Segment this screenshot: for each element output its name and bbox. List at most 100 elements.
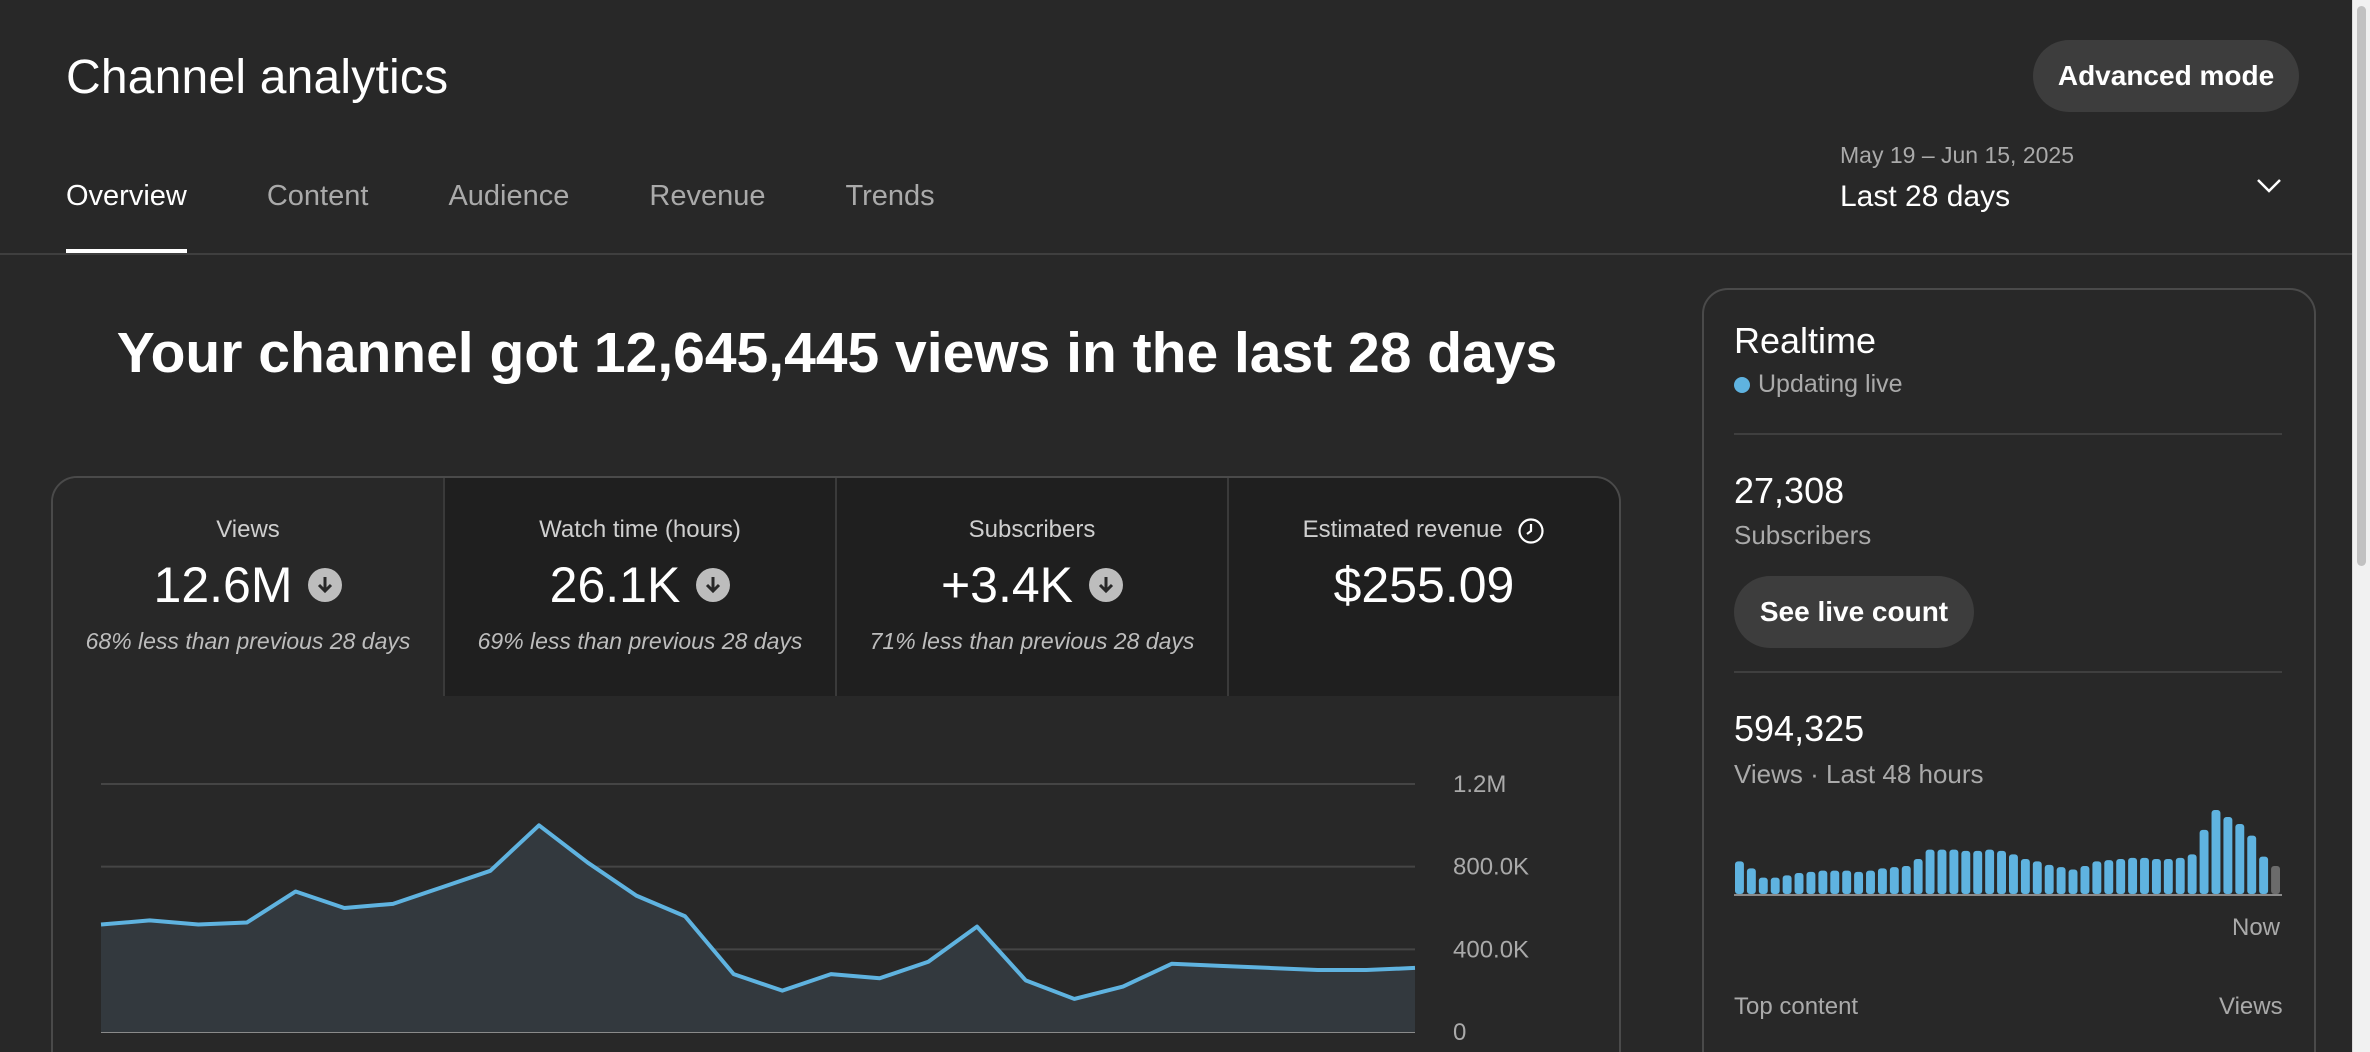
views-column-label: Views xyxy=(2219,993,2283,1020)
realtime-bar[interactable] xyxy=(2247,835,2257,894)
metric-comparison: 71% less than previous 28 days xyxy=(869,628,1195,654)
realtime-bar[interactable] xyxy=(2080,866,2090,894)
realtime-bar[interactable] xyxy=(1866,870,1875,894)
metrics-card: Views 12.6M 68% less than previous 28 da… xyxy=(51,476,1621,1052)
realtime-title: Realtime xyxy=(1734,320,1877,361)
metric-comparison: 69% less than previous 28 days xyxy=(477,628,803,654)
realtime-views-bars xyxy=(1734,810,2282,896)
divider xyxy=(1734,671,2282,673)
subscribers-count: 27,308 xyxy=(1734,470,1845,511)
metric-views[interactable]: Views 12.6M 68% less than previous 28 da… xyxy=(53,478,443,696)
scrollbar-thumb[interactable] xyxy=(2357,6,2366,566)
realtime-bar[interactable] xyxy=(2271,866,2280,894)
metric-value: 12.6M xyxy=(53,556,443,614)
realtime-bar[interactable] xyxy=(1961,850,1971,894)
y-tick-label: 800.0K xyxy=(1453,854,1529,881)
realtime-bar[interactable] xyxy=(1854,871,1864,894)
realtime-bar[interactable] xyxy=(1782,875,1792,894)
clock-icon xyxy=(1518,518,1544,544)
realtime-bar[interactable] xyxy=(2068,869,2078,895)
metric-value-text: $255.09 xyxy=(1333,557,1515,613)
realtime-bar[interactable] xyxy=(2128,857,2138,894)
date-range-text[interactable]: May 19 – Jun 15, 2025 xyxy=(1840,142,2074,168)
tab-revenue[interactable]: Revenue xyxy=(649,180,766,212)
realtime-bar[interactable] xyxy=(2044,864,2054,894)
realtime-bar[interactable] xyxy=(2151,859,2161,894)
realtime-bar[interactable] xyxy=(2211,810,2221,894)
date-range-label[interactable]: Last 28 days xyxy=(1840,180,2011,213)
tab-trends[interactable]: Trends xyxy=(845,180,935,212)
advanced-mode-button[interactable]: Advanced mode xyxy=(2033,40,2299,112)
realtime-bar[interactable] xyxy=(1925,849,1935,894)
realtime-bar[interactable] xyxy=(2259,856,2269,894)
analytics-tabs: Overview Content Audience Revenue Trends xyxy=(66,180,1015,254)
realtime-bar[interactable] xyxy=(1746,868,1756,894)
realtime-bar[interactable] xyxy=(2175,857,2185,894)
realtime-bar[interactable] xyxy=(1806,871,1816,894)
realtime-bar[interactable] xyxy=(1794,873,1804,894)
realtime-bar[interactable] xyxy=(2163,859,2173,894)
realtime-bar[interactable] xyxy=(1842,870,1852,894)
metric-label: Subscribers xyxy=(968,516,1096,543)
metric-value: $255.09 xyxy=(1229,556,1619,614)
see-live-count-button[interactable]: See live count xyxy=(1734,576,1974,648)
realtime-bar[interactable] xyxy=(1973,850,1983,894)
realtime-bar[interactable] xyxy=(2020,859,2030,894)
y-tick-label: 400.0K xyxy=(1453,936,1529,963)
realtime-bar[interactable] xyxy=(2223,817,2233,894)
metric-watch-time[interactable]: Watch time (hours) 26.1K 69% less than p… xyxy=(443,478,835,696)
realtime-bar[interactable] xyxy=(1877,868,1887,894)
realtime-bar[interactable] xyxy=(1758,877,1768,894)
now-label: Now xyxy=(2232,914,2281,941)
realtime-bar[interactable] xyxy=(2092,861,2102,894)
realtime-bar[interactable] xyxy=(2199,829,2209,894)
metric-value-text: 26.1K xyxy=(549,557,681,613)
realtime-bar[interactable] xyxy=(2187,854,2197,894)
tab-content[interactable]: Content xyxy=(266,180,369,212)
metric-value-text: 12.6M xyxy=(153,557,293,613)
realtime-bar[interactable] xyxy=(1770,877,1780,894)
realtime-bar[interactable] xyxy=(1818,870,1828,894)
metric-comparison: 68% less than previous 28 days xyxy=(85,628,411,654)
live-dot-icon xyxy=(1734,376,1750,393)
divider xyxy=(1734,433,2282,435)
realtime-bar[interactable] xyxy=(1913,859,1923,894)
page-title: Channel analytics xyxy=(66,51,449,104)
realtime-bar[interactable] xyxy=(2116,859,2126,894)
realtime-bar[interactable] xyxy=(1937,849,1947,894)
y-tick-label: 1.2M xyxy=(1453,771,1506,798)
realtime-bar[interactable] xyxy=(2104,860,2114,894)
realtime-bar[interactable] xyxy=(1949,849,1959,894)
realtime-views-label: Views · Last 48 hours xyxy=(1734,759,1984,789)
metric-subscribers[interactable]: Subscribers +3.4K 71% less than previous… xyxy=(835,478,1227,696)
chevron-down-icon[interactable] xyxy=(2254,170,2284,200)
realtime-bar[interactable] xyxy=(1889,867,1899,894)
arrow-down-icon xyxy=(308,568,343,602)
realtime-bar[interactable] xyxy=(2032,861,2042,894)
realtime-bar[interactable] xyxy=(1830,870,1840,894)
views-chart: 1.2M 800.0K 400.0K 0 xyxy=(100,771,1529,1046)
metric-label: Estimated revenue xyxy=(1229,516,1619,545)
tab-overview[interactable]: Overview xyxy=(66,180,187,254)
metric-value: 26.1K xyxy=(445,556,835,614)
realtime-bar[interactable] xyxy=(2140,857,2149,894)
metric-label: Views xyxy=(216,516,280,543)
views-series-line xyxy=(100,823,1416,1001)
tab-audience[interactable]: Audience xyxy=(448,180,570,212)
metric-revenue[interactable]: Estimated revenue $255.09 xyxy=(1227,478,1619,696)
realtime-bar[interactable] xyxy=(1901,866,1911,894)
metric-value-text: +3.4K xyxy=(940,557,1074,613)
subscribers-label: Subscribers xyxy=(1734,520,1872,550)
page-scrollbar[interactable] xyxy=(2352,0,2370,1052)
realtime-bar[interactable] xyxy=(2056,867,2066,894)
realtime-bar[interactable] xyxy=(2009,854,2018,894)
views-headline: Your channel got 12,645,445 views in the… xyxy=(116,321,1558,385)
realtime-bar[interactable] xyxy=(1735,861,1744,894)
chart-area-fill xyxy=(101,825,1415,1032)
realtime-status-text: Updating live xyxy=(1758,370,1903,398)
realtime-card xyxy=(1702,288,2316,1052)
realtime-bar[interactable] xyxy=(2235,824,2245,894)
metric-label: Watch time (hours) xyxy=(539,516,741,543)
realtime-bar[interactable] xyxy=(1985,849,1995,894)
realtime-bar[interactable] xyxy=(1997,850,2006,894)
